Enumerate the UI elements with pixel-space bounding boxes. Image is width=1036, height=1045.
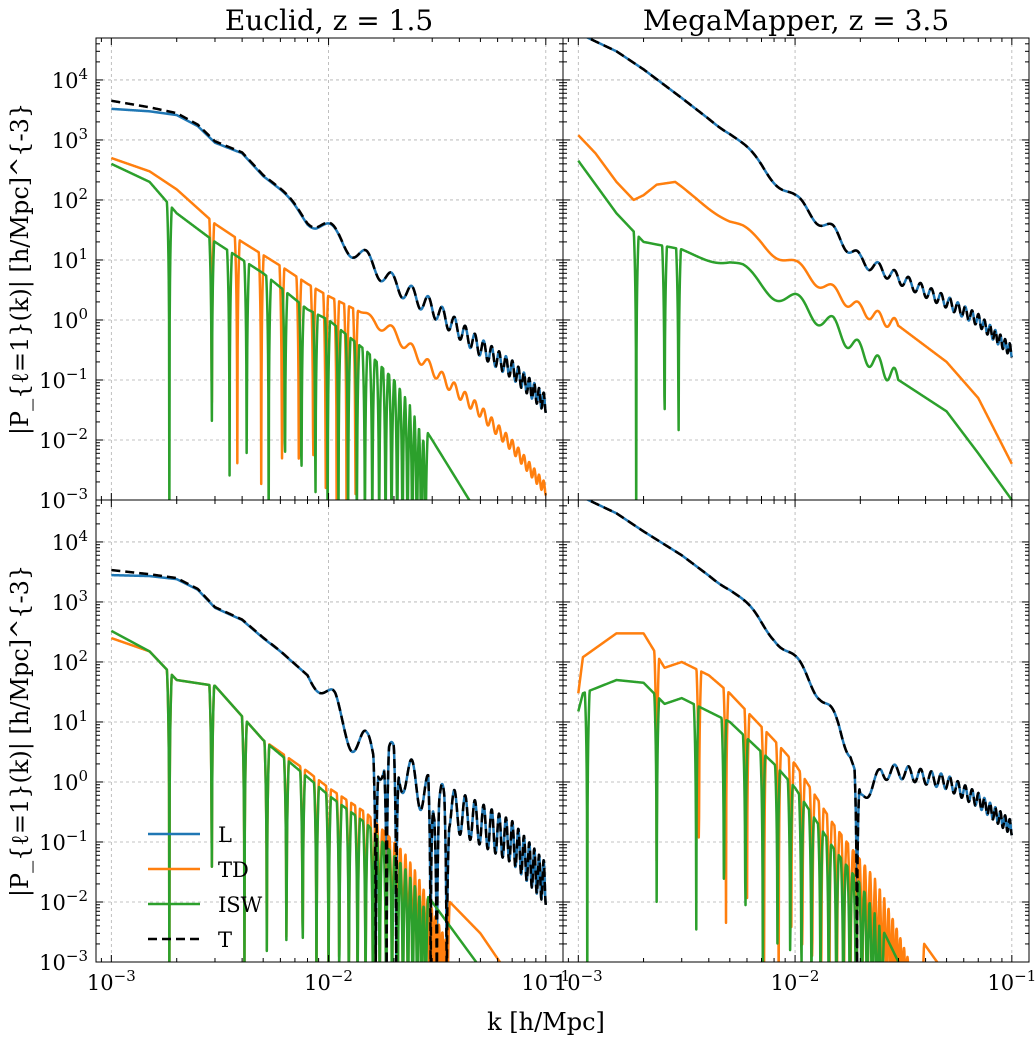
- y-tick-label: 102: [52, 647, 88, 675]
- legend-label-td: TD: [218, 858, 249, 882]
- y-axis-title-top: |P_{ℓ=1}(k)| [h/Mpc]^{-3}: [6, 103, 35, 435]
- y-tick-label: 101: [52, 245, 88, 273]
- x-tick-label: 10−2: [304, 967, 353, 995]
- grid-top-left: [96, 38, 563, 501]
- x-tick-label: 10−1: [987, 967, 1036, 995]
- y-tick-label: 100: [52, 767, 88, 795]
- y-tick-label: 10−2: [39, 887, 88, 915]
- plot-area-top-left: [110, 99, 548, 500]
- series-isw-top-right: [577, 159, 1013, 500]
- series-l-bottom-right: [585, 500, 1014, 962]
- y-tick-label: 104: [52, 527, 88, 555]
- grid-top-right: [563, 38, 1029, 501]
- y-tick-label: 10−1: [39, 365, 88, 393]
- series-isw-bottom-right: [577, 678, 900, 962]
- panel-bottom-right: 10−3 10−2 10−1: [554, 499, 1036, 995]
- x-tick-label: 10−3: [554, 967, 603, 995]
- legend-label-isw: ISW: [218, 893, 263, 917]
- axes-frame-top-left: [95, 37, 564, 501]
- y-axis-title-bottom: |P_{ℓ=1}(k)| [h/Mpc]^{-3}: [6, 565, 35, 897]
- legend-label-t: T: [218, 928, 232, 952]
- y-tick-label: 10−3: [39, 485, 88, 513]
- grid-bottom-right: [563, 500, 1029, 963]
- series-td-top-left: [110, 156, 548, 500]
- series-td-top-right: [577, 134, 1013, 465]
- legend: L TD ISW T: [148, 823, 263, 952]
- axes-frame-top-right: [562, 37, 1030, 501]
- y-tick-label: 101: [52, 707, 88, 735]
- y-tick-label: 10−1: [39, 827, 88, 855]
- y-tick-label: 102: [52, 185, 88, 213]
- y-tick-label: 10−2: [39, 425, 88, 453]
- axes-frame-bottom-right: [562, 499, 1030, 963]
- ticks-bottom-right: [563, 499, 1029, 963]
- panel-top-left: 10−3 10−2 10−1 100 101 102 103 104: [39, 37, 564, 513]
- series-t-top-right: [585, 38, 1014, 358]
- series-isw-bottom-left: [110, 629, 478, 962]
- panel-top-right: [562, 37, 1030, 501]
- ticks-top-left: [96, 37, 563, 501]
- series-td-bottom-right: [577, 632, 939, 962]
- column-title-euclid: Euclid, z = 1.5: [225, 4, 433, 37]
- legend-label-l: L: [218, 823, 232, 847]
- series-isw-top-left: [110, 162, 471, 500]
- ticks-bottom-left: [96, 499, 563, 963]
- y-tick-label: 103: [52, 125, 88, 153]
- x-tick-label: 10−1: [521, 967, 570, 995]
- y-tick-label: 100: [52, 305, 88, 333]
- series-t-bottom-left: [110, 568, 548, 962]
- ticks-top-right: [563, 37, 1029, 501]
- column-title-megamapper: MegaMapper, z = 3.5: [643, 4, 949, 37]
- x-tick-label: 10−2: [771, 967, 820, 995]
- series-t-top-left: [110, 99, 548, 414]
- plot-area-bottom-left: [110, 568, 548, 962]
- plot-area-top-right: [577, 38, 1014, 500]
- series-l-top-left: [110, 107, 548, 414]
- x-tick-label: 10−3: [87, 967, 136, 995]
- plot-area-bottom-right: [577, 500, 1014, 962]
- y-tick-label: 103: [52, 587, 88, 615]
- x-axis-title: k [h/Mpc]: [487, 1008, 605, 1036]
- y-tick-label: 10−3: [39, 947, 88, 975]
- y-tick-label: 104: [52, 65, 88, 93]
- series-t-bottom-right: [585, 500, 1014, 962]
- panel-bottom-left: 10−3 10−2 10−1 10−3 10−2 10−1 100 101 102 103 104: [39, 499, 570, 995]
